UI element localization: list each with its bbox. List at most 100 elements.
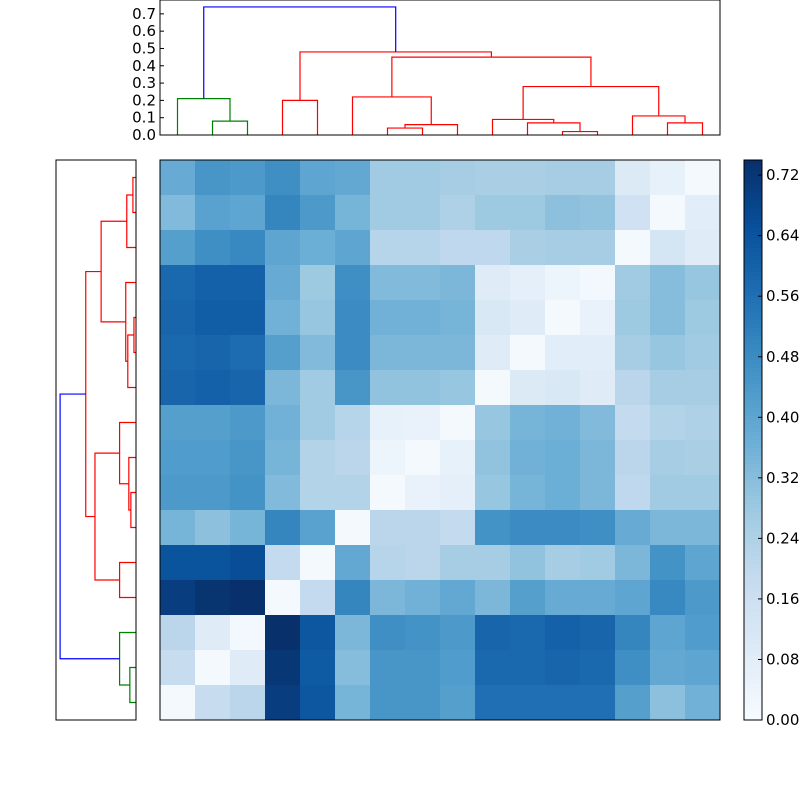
heatmap-cell [475, 685, 511, 721]
heatmap-cell [300, 440, 336, 476]
colorbar-gradient-step [744, 644, 762, 649]
heatmap-cell [580, 475, 616, 511]
colorbar-gradient-step [744, 192, 762, 197]
colorbar-gradient-step [744, 212, 762, 217]
top-dendrogram-link [522, 85, 660, 120]
colorbar-gradient-step [744, 672, 762, 677]
heatmap-cell [545, 615, 581, 651]
top-dendrogram-link [561, 130, 599, 135]
top-dendrogram-tick-label: 0.4 [132, 57, 156, 75]
heatmap-cell [335, 300, 371, 336]
colorbar-gradient-step [744, 408, 762, 413]
heatmap-cell [405, 265, 441, 301]
colorbar-gradient-step [744, 232, 762, 237]
heatmap-cell [510, 405, 546, 441]
heatmap-cell [440, 405, 476, 441]
heatmap-cell [160, 265, 196, 301]
heatmap-cell [545, 405, 581, 441]
colorbar-gradient-step [744, 392, 762, 397]
heatmap-cell [580, 195, 616, 231]
heatmap-cell [650, 510, 686, 546]
heatmap-cell [510, 265, 546, 301]
heatmap-cell [440, 545, 476, 581]
heatmap-cell [510, 475, 546, 511]
heatmap-cell [195, 650, 231, 686]
colorbar-gradient-step [744, 528, 762, 533]
colorbar-tick-label: 0.24 [766, 529, 799, 547]
heatmap-cell [265, 545, 301, 581]
heatmap-cell [335, 475, 371, 511]
heatmap-cell [160, 650, 196, 686]
colorbar-gradient-step [744, 356, 762, 361]
left-dendrogram-link [128, 456, 136, 511]
heatmap-cell [580, 300, 616, 336]
colorbar-gradient-step [744, 552, 762, 557]
colorbar-gradient-step [744, 216, 762, 221]
heatmap-cell [195, 475, 231, 511]
colorbar-gradient-step [744, 652, 762, 657]
colorbar-gradient-step [744, 300, 762, 305]
heatmap-cell [510, 300, 546, 336]
heatmap-cell [300, 160, 336, 196]
heatmap-cell [545, 650, 581, 686]
heatmap-cell [370, 300, 406, 336]
colorbar-gradient-step [744, 164, 762, 169]
heatmap-cell [370, 230, 406, 266]
heatmap-cell [615, 580, 651, 616]
heatmap-cell [265, 300, 301, 336]
colorbar-gradient-step [744, 180, 762, 185]
colorbar-gradient-step [744, 312, 762, 317]
colorbar-gradient-step [744, 476, 762, 481]
heatmap-cell [545, 545, 581, 581]
heatmap-cell [685, 685, 721, 721]
heatmap-cell [475, 405, 511, 441]
heatmap-cell [650, 405, 686, 441]
heatmap-cell [230, 195, 266, 231]
colorbar-gradient-step [744, 280, 762, 285]
left-dendrogram-frame [55, 159, 137, 721]
heatmap-cell [405, 300, 441, 336]
colorbar-gradient-step [744, 240, 762, 245]
heatmap-cell [685, 650, 721, 686]
heatmap-cell [650, 370, 686, 406]
heatmap-cell [545, 370, 581, 406]
colorbar-gradient-step [744, 264, 762, 269]
heatmap-cell [265, 370, 301, 406]
heatmap-cell [650, 230, 686, 266]
colorbar-gradient-step [744, 344, 762, 349]
heatmap-cell [650, 580, 686, 616]
top-dendrogram-link [526, 122, 581, 135]
heatmap-cell [160, 615, 196, 651]
heatmap-cell [265, 510, 301, 546]
colorbar-gradient-step [744, 516, 762, 521]
heatmap-cell [335, 195, 371, 231]
colorbar-gradient-step [744, 624, 762, 629]
heatmap-cell [650, 615, 686, 651]
heatmap-cell [160, 685, 196, 721]
heatmap-cell [685, 265, 721, 301]
colorbar-gradient-step [744, 524, 762, 529]
heatmap-cell [510, 230, 546, 266]
heatmap-cell [545, 335, 581, 371]
heatmap-cell [615, 510, 651, 546]
colorbar-gradient-step [744, 500, 762, 505]
heatmap-cell [230, 370, 266, 406]
heatmap-cell [545, 510, 581, 546]
heatmap-cell [370, 160, 406, 196]
top-dendrogram-tick-label: 0.2 [132, 91, 156, 109]
top-dendrogram-link [386, 127, 424, 135]
heatmap-cell [650, 650, 686, 686]
heatmap-cell [265, 160, 301, 196]
colorbar-frame [743, 159, 763, 721]
colorbar-gradient-step [744, 196, 762, 201]
heatmap-cell [475, 580, 511, 616]
colorbar-gradient-step [744, 636, 762, 641]
heatmap-cell [405, 475, 441, 511]
heatmap-cell [300, 230, 336, 266]
colorbar-gradient-step [744, 472, 762, 477]
colorbar-gradient-step [744, 376, 762, 381]
heatmap-cell [545, 440, 581, 476]
heatmap-cell [650, 335, 686, 371]
heatmap-cell [510, 545, 546, 581]
colorbar-gradient-step [744, 380, 762, 385]
